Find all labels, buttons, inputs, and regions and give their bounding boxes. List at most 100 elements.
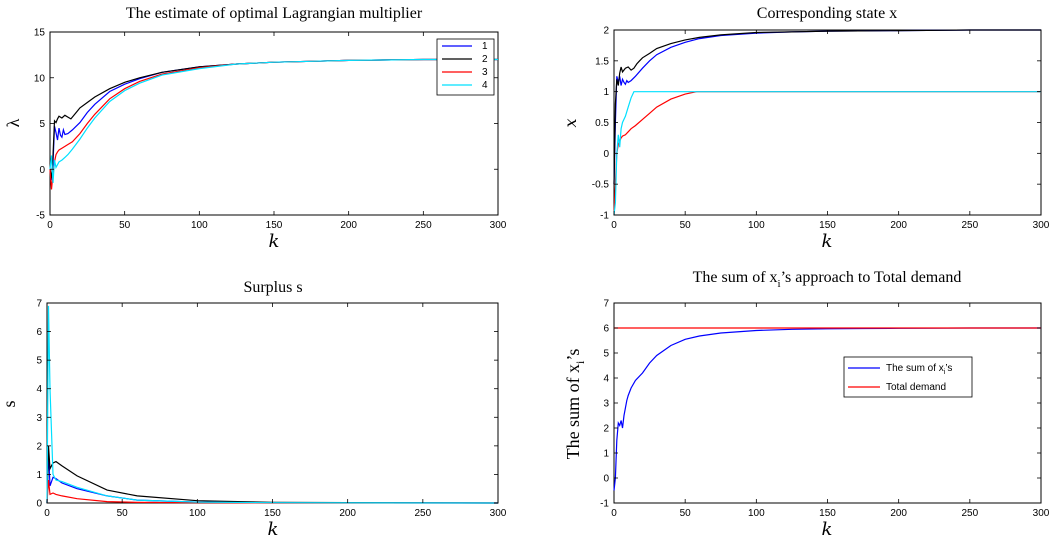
lambda-xtick-label: 50	[119, 220, 131, 231]
surplus-series-4-line	[46, 305, 499, 504]
panel-sum-ylabel-main: The sum of x	[563, 364, 583, 459]
legend-label-sum-tail: ’s	[945, 363, 952, 374]
panel-lambda-legend: 1 2 3 4	[436, 38, 495, 96]
legend-label-2: 2	[482, 54, 488, 65]
legend-label-sum-main: The sum of x	[886, 363, 944, 374]
lambda-series-3-line	[49, 58, 498, 190]
panel-state-lines	[613, 29, 1041, 216]
panel-state-xticks: 0 50 100 150 200 250 300	[611, 30, 1050, 231]
panel-sum-ylabel: The sum of xi’s	[563, 349, 587, 460]
legend-label-demand: Total demand	[886, 382, 946, 393]
panel-state-ylabel: x	[561, 118, 580, 127]
lambda-ytick-label: 0	[39, 165, 45, 176]
panel-lambda-multiplier: The estimate of optimal Lagrangian multi…	[3, 5, 507, 252]
sum-ytick-label: 0	[603, 474, 609, 485]
surplus-xtick-label: 250	[414, 508, 431, 519]
state-series-2-line	[613, 29, 1041, 185]
lambda-xtick-label: 300	[490, 220, 507, 231]
surplus-ytick-label: 1	[36, 470, 42, 481]
surplus-xtick-label: 300	[490, 508, 507, 519]
sum-ytick-label: 3	[603, 399, 609, 410]
surplus-series-2-line	[46, 445, 499, 504]
surplus-ytick-label: 4	[36, 384, 42, 395]
panel-sum-yticks: -1 0 1 2 3 4 5 6 7	[600, 299, 1041, 510]
panel-lambda-xticks: 0 50 100 150 200 250 300	[47, 32, 507, 231]
state-ytick-label: 0	[603, 149, 609, 160]
panel-sum-ylabel-sub: i	[573, 360, 587, 364]
panel-sum-ylabel-tail: ’s	[563, 349, 583, 361]
surplus-ytick-label: 6	[36, 327, 42, 338]
sum-xtick-label: 250	[961, 508, 978, 519]
sum-ytick-label: 7	[603, 299, 609, 310]
lambda-series-2-line	[49, 58, 498, 179]
panel-state-xlabel: k	[822, 231, 833, 252]
lambda-xtick-label: 150	[266, 220, 283, 231]
surplus-series-1-line	[46, 451, 499, 504]
panel-state-yticks: -1 -0.5 0 0.5 1 1.5 2	[592, 26, 1041, 222]
panel-surplus-yticks: 0 1 2 3 4 5 6 7	[36, 299, 498, 510]
panel-lambda-lines	[49, 58, 498, 190]
state-xtick-label: 0	[611, 220, 617, 231]
lambda-series-4-line	[49, 58, 498, 184]
sum-ytick-label: 5	[603, 349, 609, 360]
lambda-series-1-line	[49, 58, 498, 181]
panel-sum-axes	[613, 302, 1042, 504]
surplus-xtick-label: 0	[44, 508, 50, 519]
state-xtick-label: 250	[961, 220, 978, 231]
legend-label-sum: The sum of xi’s	[886, 363, 952, 376]
legend-label-3: 3	[482, 67, 488, 78]
surplus-ytick-label: 0	[36, 499, 42, 510]
panel-sum-title-main: The sum of x	[693, 269, 778, 286]
panel-sum-lines	[613, 327, 1041, 491]
lambda-xtick-label: 200	[340, 220, 357, 231]
state-series-1-line	[613, 29, 1041, 185]
state-ytick-label: -0.5	[592, 180, 610, 191]
legend-box	[843, 356, 973, 398]
sum-series-1-line	[613, 327, 1041, 491]
sum-xtick-label: 300	[1033, 508, 1050, 519]
surplus-ytick-label: 2	[36, 441, 42, 452]
surplus-xtick-label: 150	[264, 508, 281, 519]
sum-xtick-label: 50	[680, 508, 692, 519]
panel-corresponding-state: Corresponding state x 0 50 100 150 200 250 300…	[561, 5, 1050, 252]
panel-lambda-ylabel: λ	[3, 118, 23, 127]
panel-sum-title-tail: ’s approach to Total demand	[781, 269, 962, 286]
panel-sum-xticks: 0 50 100 150 200 250 300	[611, 303, 1050, 519]
surplus-xtick-label: 100	[189, 508, 206, 519]
panel-sum-title-sub: i	[778, 278, 781, 290]
surplus-xtick-label: 200	[339, 508, 356, 519]
lambda-xtick-label: 100	[191, 220, 208, 231]
legend-box	[436, 38, 495, 96]
legend-label-sum-sub: i	[944, 369, 946, 376]
panel-sum-demand: The sum of xi’s approach to Total demand…	[563, 269, 1050, 540]
sum-ytick-label: 2	[603, 424, 609, 435]
lambda-ytick-label: -5	[36, 211, 45, 222]
sum-ytick-label: 6	[603, 324, 609, 335]
state-ytick-label: 0.5	[595, 118, 609, 129]
sum-xtick-label: 0	[611, 508, 617, 519]
state-ytick-label: 1	[603, 87, 609, 98]
panel-sum-title: The sum of xi’s approach to Total demand	[693, 269, 962, 290]
state-series-3-line	[613, 91, 1041, 216]
state-series-4-line	[613, 91, 1041, 216]
panel-surplus-ylabel: s	[0, 400, 19, 407]
sum-ytick-label: 1	[603, 449, 609, 460]
sum-xtick-label: 100	[748, 508, 765, 519]
panel-surplus-xlabel: k	[268, 519, 279, 540]
state-xtick-label: 150	[819, 220, 836, 231]
surplus-xtick-label: 50	[117, 508, 129, 519]
lambda-xtick-label: 250	[415, 220, 432, 231]
sum-xtick-label: 200	[890, 508, 907, 519]
sum-xtick-label: 150	[819, 508, 836, 519]
legend-label-4: 4	[482, 80, 488, 91]
state-xtick-label: 50	[680, 220, 692, 231]
panel-surplus-xticks: 0 50 100 150 200 250 300	[44, 303, 507, 519]
lambda-ytick-label: 10	[34, 73, 46, 84]
state-xtick-label: 300	[1033, 220, 1050, 231]
lambda-ytick-label: 5	[39, 119, 45, 130]
panel-lambda-title: The estimate of optimal Lagrangian multi…	[126, 5, 423, 22]
state-ytick-label: 1.5	[595, 56, 609, 67]
panel-state-axes	[613, 29, 1042, 216]
